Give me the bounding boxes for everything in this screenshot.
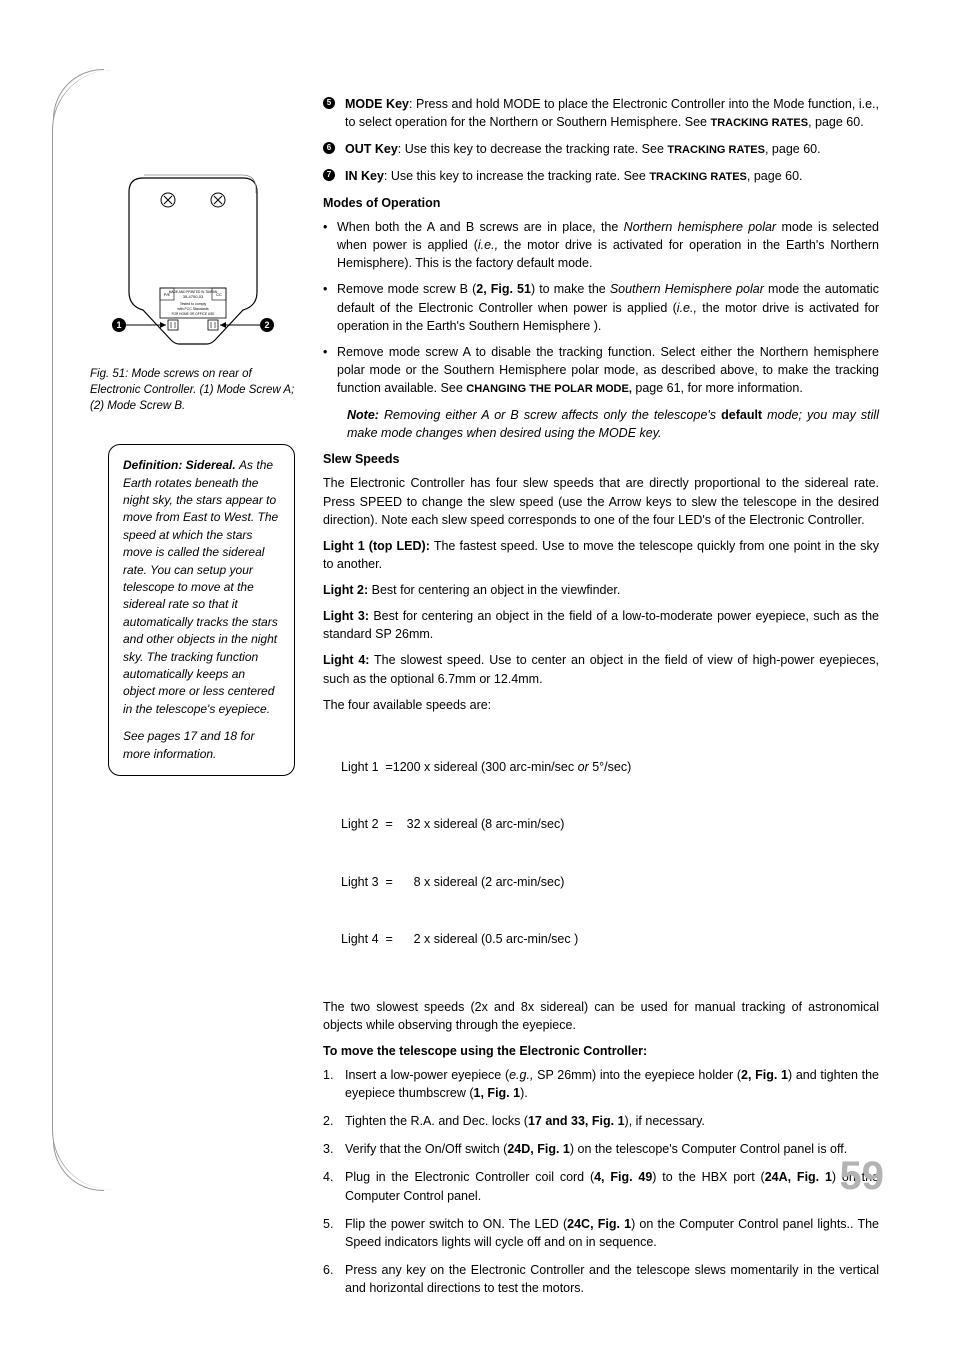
speed-row-2: Light 2 = 32 x sidereal (8 arc-min/sec) (341, 815, 879, 833)
svg-text:35-4700-03: 35-4700-03 (182, 294, 203, 299)
speed-row-1: Light 1 =1200 x sidereal (300 arc-min/se… (341, 758, 879, 776)
svg-text:CC: CC (216, 292, 222, 297)
definition-box: Definition: Sidereal. As the Earth rotat… (108, 444, 295, 776)
modes-note: Note: Removing either A or B screw affec… (323, 406, 879, 442)
key-5: 5 MODE Key: Press and hold MODE to place… (345, 95, 879, 132)
page-container: MADE AND PRINTED IN TAIWAN P/E 35-4700-0… (0, 0, 954, 1357)
svg-text:FOR HOME OR OFFICE USE: FOR HOME OR OFFICE USE (171, 312, 214, 316)
figure-51: MADE AND PRINTED IN TAIWAN P/E 35-4700-0… (90, 170, 295, 414)
svg-text:with FCC Standards: with FCC Standards (177, 307, 209, 311)
speeds-table: Light 1 =1200 x sidereal (300 arc-min/se… (323, 722, 879, 988)
key-5-marker-icon: 5 (323, 97, 335, 109)
figure-caption: Fig. 51: Mode screws on rear of Electron… (90, 366, 295, 414)
modes-item-2: Remove mode screw B (2, Fig. 51) to make… (323, 280, 879, 334)
definition-body: As the Earth rotates beneath the night s… (123, 458, 278, 715)
svg-text:P/E: P/E (163, 292, 170, 297)
move-step-3: 3. Verify that the On/Off switch (24D, F… (323, 1140, 879, 1158)
move-steps: 1. Insert a low-power eyepiece (e.g., SP… (323, 1066, 879, 1297)
key-descriptions: 5 MODE Key: Press and hold MODE to place… (323, 95, 879, 186)
slew-light-2: Light 2: Best for centering an object in… (323, 581, 879, 599)
move-step-6: 6. Press any key on the Electronic Contr… (323, 1261, 879, 1297)
slew-heading: Slew Speeds (323, 450, 879, 468)
slew-available: The four available speeds are: (323, 696, 879, 714)
slew-intro: The Electronic Controller has four slew … (323, 474, 879, 528)
slew-light-4: Light 4: The slowest speed. Use to cente… (323, 651, 879, 687)
slew-outro: The two slowest speeds (2x and 8x sidere… (323, 998, 879, 1034)
right-column: 5 MODE Key: Press and hold MODE to place… (323, 95, 879, 1307)
move-step-5: 5. Flip the power switch to ON. The LED … (323, 1215, 879, 1251)
definition-see: See pages 17 and 18 for more information… (123, 728, 280, 763)
controller-svg: MADE AND PRINTED IN TAIWAN P/E 35-4700-0… (98, 170, 288, 360)
svg-text:2: 2 (264, 320, 269, 330)
speed-row-4: Light 4 = 2 x sidereal (0.5 arc-min/sec … (341, 930, 879, 948)
speed-row-3: Light 3 = 8 x sidereal (2 arc-min/sec) (341, 873, 879, 891)
page-number: 59 (840, 1147, 885, 1205)
modes-item-1: When both the A and B screws are in plac… (323, 218, 879, 272)
left-column: MADE AND PRINTED IN TAIWAN P/E 35-4700-0… (90, 95, 295, 1307)
move-heading: To move the telescope using the Electron… (323, 1042, 879, 1060)
slew-light-3: Light 3: Best for centering an object in… (323, 607, 879, 643)
key-6-marker-icon: 6 (323, 142, 335, 154)
move-step-1: 1. Insert a low-power eyepiece (e.g., SP… (323, 1066, 879, 1102)
move-step-2: 2. Tighten the R.A. and Dec. locks (17 a… (323, 1112, 879, 1130)
key-7: 7 IN Key: Use this key to increase the t… (345, 167, 879, 186)
slew-light-1: Light 1 (top LED): The fastest speed. Us… (323, 537, 879, 573)
definition-title: Definition: Sidereal. (123, 458, 236, 472)
move-step-4: 4. Plug in the Electronic Controller coi… (323, 1168, 879, 1204)
modes-list: When both the A and B screws are in plac… (323, 218, 879, 398)
key-7-marker-icon: 7 (323, 169, 335, 181)
modes-heading: Modes of Operation (323, 194, 879, 212)
svg-text:1: 1 (116, 320, 121, 330)
key-6: 6 OUT Key: Use this key to decrease the … (345, 140, 879, 159)
modes-item-3: Remove mode screw A to disable the track… (323, 343, 879, 398)
svg-text:Tested to comply: Tested to comply (179, 302, 206, 306)
